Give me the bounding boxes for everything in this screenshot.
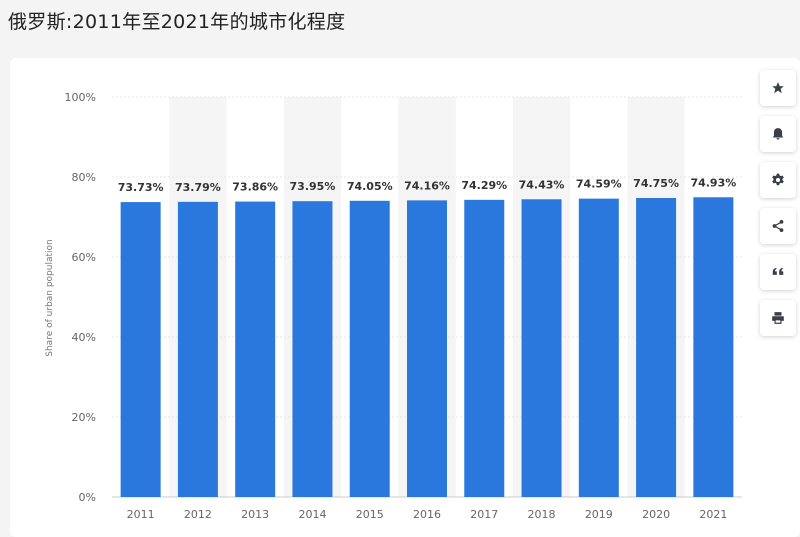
y-tick-label: 20% xyxy=(72,411,96,424)
x-tick-label: 2011 xyxy=(127,508,155,521)
bar xyxy=(349,200,390,498)
data-label: 74.16% xyxy=(404,179,450,192)
data-label: 74.59% xyxy=(576,178,622,191)
y-tick-label: 80% xyxy=(72,171,96,184)
chart-toolbar xyxy=(760,70,800,346)
data-label: 73.95% xyxy=(290,180,336,193)
bell-icon xyxy=(772,128,784,140)
x-axis-ticks: 2011 2012 2013 2014 2015 2016 2017 2018 2019 2020… xyxy=(127,508,728,521)
x-tick-label: 2021 xyxy=(699,508,727,521)
gear-icon xyxy=(772,173,784,186)
x-tick-label: 2013 xyxy=(241,508,269,521)
y-tick-label: 40% xyxy=(72,331,96,344)
data-labels: 73.73% 73.79% 73.86% 73.95% 74.05% 74.16% 74.2… xyxy=(118,176,737,194)
y-axis-ticks: 0% 20% 40% 60% 80% 100% xyxy=(65,91,96,504)
x-tick-label: 2012 xyxy=(184,508,212,521)
data-label: 73.79% xyxy=(175,181,221,194)
x-tick-label: 2020 xyxy=(642,508,670,521)
share-icon xyxy=(772,220,784,232)
page-title: 俄罗斯:2011年至2021年的城市化程度 xyxy=(8,11,346,33)
bar xyxy=(120,202,161,497)
bar xyxy=(464,199,505,497)
bars xyxy=(120,197,734,498)
x-tick-label: 2018 xyxy=(528,508,556,521)
data-label: 74.75% xyxy=(633,177,679,190)
data-label: 73.73% xyxy=(118,181,164,194)
data-label: 74.05% xyxy=(347,180,393,193)
bar xyxy=(636,198,677,497)
y-axis-label: Share of urban population xyxy=(45,239,55,356)
x-tick-label: 2017 xyxy=(470,508,498,521)
y-tick-label: 60% xyxy=(72,251,96,264)
bar xyxy=(177,201,218,497)
y-tick-label: 100% xyxy=(65,91,96,104)
alert-button[interactable] xyxy=(760,116,796,152)
data-label: 73.86% xyxy=(232,181,278,194)
data-label: 74.43% xyxy=(519,178,565,191)
print-button[interactable] xyxy=(760,300,796,336)
bar xyxy=(693,197,734,497)
bar xyxy=(407,200,447,498)
x-tick-label: 2016 xyxy=(413,508,441,521)
x-tick-label: 2015 xyxy=(356,508,384,521)
x-tick-label: 2014 xyxy=(298,508,326,521)
data-label: 74.93% xyxy=(690,176,736,189)
cite-button[interactable] xyxy=(760,254,796,290)
bar xyxy=(292,201,333,497)
bar xyxy=(521,199,562,497)
bar xyxy=(578,198,619,497)
share-button[interactable] xyxy=(760,208,796,244)
bar xyxy=(235,201,276,497)
settings-button[interactable] xyxy=(760,162,796,198)
favorite-button[interactable] xyxy=(760,70,796,106)
y-tick-label: 0% xyxy=(79,491,96,504)
data-label: 74.29% xyxy=(461,179,507,192)
x-tick-label: 2019 xyxy=(585,508,613,521)
quote-icon xyxy=(772,267,784,275)
star-icon xyxy=(772,82,784,94)
print-icon xyxy=(772,312,784,324)
